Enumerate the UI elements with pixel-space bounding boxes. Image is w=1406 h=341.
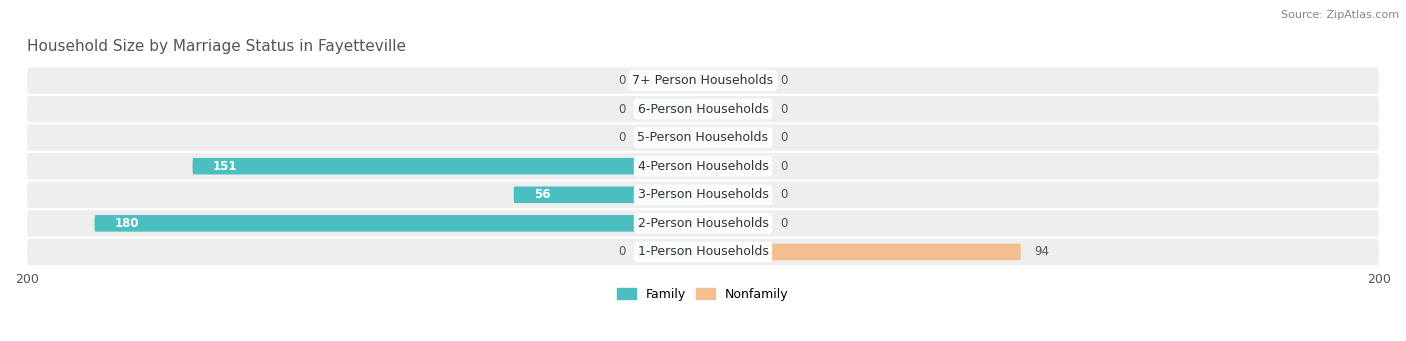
Text: 6-Person Households: 6-Person Households bbox=[637, 103, 769, 116]
FancyBboxPatch shape bbox=[513, 187, 703, 203]
Text: 5-Person Households: 5-Person Households bbox=[637, 131, 769, 144]
Text: 180: 180 bbox=[115, 217, 139, 230]
FancyBboxPatch shape bbox=[27, 182, 1379, 208]
FancyBboxPatch shape bbox=[27, 67, 1379, 94]
Text: 0: 0 bbox=[617, 246, 626, 258]
FancyBboxPatch shape bbox=[703, 215, 770, 232]
Text: 0: 0 bbox=[617, 103, 626, 116]
Text: Source: ZipAtlas.com: Source: ZipAtlas.com bbox=[1281, 10, 1399, 20]
FancyBboxPatch shape bbox=[27, 239, 1379, 265]
Text: 151: 151 bbox=[212, 160, 238, 173]
FancyBboxPatch shape bbox=[636, 244, 703, 260]
Text: 56: 56 bbox=[534, 188, 551, 201]
Text: 0: 0 bbox=[780, 217, 789, 230]
Text: 0: 0 bbox=[780, 74, 789, 87]
Text: 3-Person Households: 3-Person Households bbox=[637, 188, 769, 201]
Text: 0: 0 bbox=[617, 74, 626, 87]
FancyBboxPatch shape bbox=[636, 101, 703, 117]
Text: 0: 0 bbox=[780, 103, 789, 116]
FancyBboxPatch shape bbox=[703, 244, 1021, 260]
Text: 0: 0 bbox=[780, 131, 789, 144]
Text: 94: 94 bbox=[1035, 246, 1049, 258]
FancyBboxPatch shape bbox=[193, 158, 703, 175]
FancyBboxPatch shape bbox=[703, 187, 770, 203]
Text: Household Size by Marriage Status in Fayetteville: Household Size by Marriage Status in Fay… bbox=[27, 39, 406, 54]
FancyBboxPatch shape bbox=[27, 96, 1379, 122]
Text: 0: 0 bbox=[780, 188, 789, 201]
Text: 7+ Person Households: 7+ Person Households bbox=[633, 74, 773, 87]
FancyBboxPatch shape bbox=[94, 215, 703, 232]
FancyBboxPatch shape bbox=[636, 129, 703, 146]
FancyBboxPatch shape bbox=[27, 210, 1379, 237]
Legend: Family, Nonfamily: Family, Nonfamily bbox=[612, 283, 794, 306]
FancyBboxPatch shape bbox=[27, 124, 1379, 151]
FancyBboxPatch shape bbox=[27, 153, 1379, 179]
Text: 2-Person Households: 2-Person Households bbox=[637, 217, 769, 230]
Text: 1-Person Households: 1-Person Households bbox=[637, 246, 769, 258]
FancyBboxPatch shape bbox=[636, 72, 703, 89]
Text: 4-Person Households: 4-Person Households bbox=[637, 160, 769, 173]
FancyBboxPatch shape bbox=[703, 101, 770, 117]
Text: 0: 0 bbox=[780, 160, 789, 173]
FancyBboxPatch shape bbox=[703, 72, 770, 89]
Text: 0: 0 bbox=[617, 131, 626, 144]
FancyBboxPatch shape bbox=[703, 129, 770, 146]
FancyBboxPatch shape bbox=[703, 158, 770, 175]
